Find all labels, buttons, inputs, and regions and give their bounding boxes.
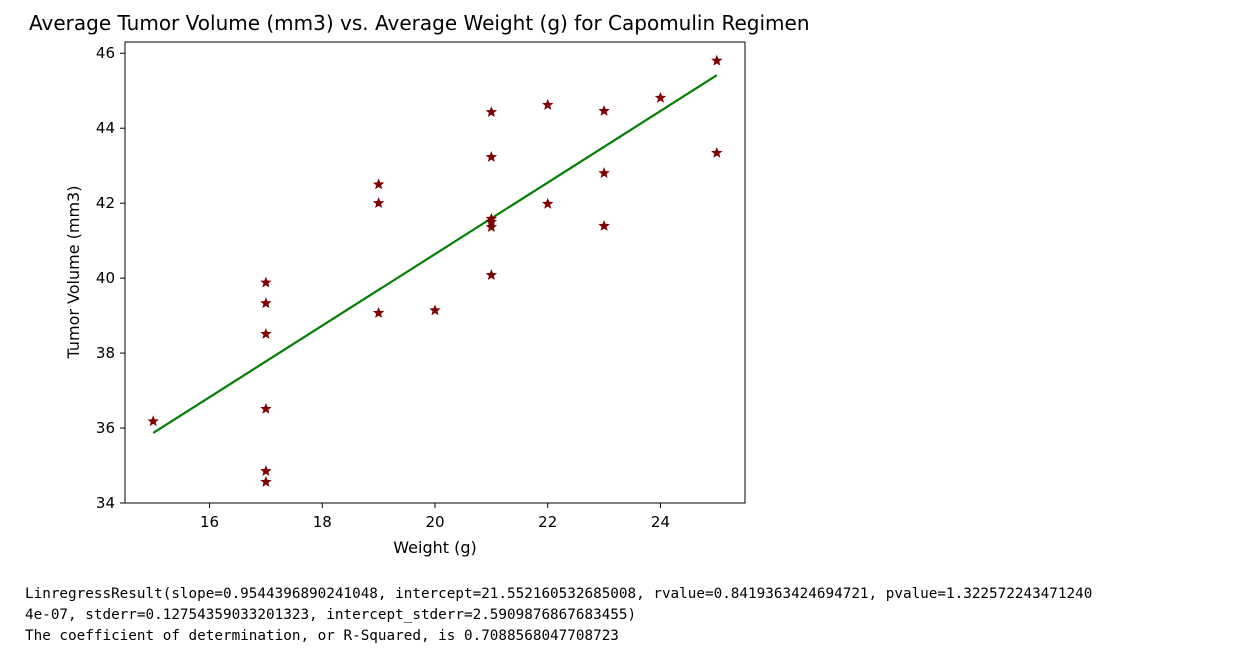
regression-output: LinregressResult(slope=0.954439689024104… <box>25 584 1092 647</box>
data-point <box>598 220 610 231</box>
x-tick-label: 20 <box>425 513 444 531</box>
data-point <box>711 146 723 158</box>
y-tick-label: 36 <box>96 419 115 437</box>
x-tick-label: 22 <box>538 513 557 531</box>
data-point <box>485 151 498 162</box>
data-point <box>711 54 723 66</box>
data-point <box>260 476 272 487</box>
data-point <box>260 276 272 288</box>
data-point <box>485 106 498 117</box>
data-point <box>542 197 554 209</box>
data-point <box>372 197 385 209</box>
axis-ticks: 16 18 20 22 24 34 36 38 40 42 44 46 <box>96 44 670 531</box>
y-tick-label: 40 <box>96 269 115 287</box>
y-axis-label: Tumor Volume (mm3) <box>64 186 83 360</box>
regression-line <box>152 74 718 434</box>
data-point <box>260 297 272 309</box>
data-point <box>485 269 498 280</box>
data-point <box>260 327 272 339</box>
y-tick-label: 34 <box>96 494 115 512</box>
data-point <box>429 304 441 316</box>
x-axis-label: Weight (g) <box>393 538 476 557</box>
data-point <box>260 465 272 476</box>
data-point <box>372 178 385 190</box>
regression-line-layer <box>152 74 718 434</box>
y-tick-label: 42 <box>96 194 115 212</box>
data-point <box>654 91 667 103</box>
data-point <box>598 167 610 179</box>
data-point <box>598 104 610 116</box>
plot-area <box>124 41 746 504</box>
x-tick-label: 16 <box>200 513 219 531</box>
data-points <box>147 54 723 487</box>
y-tick-label: 44 <box>96 119 115 137</box>
r-squared-line: The coefficient of determination, or R-S… <box>25 628 619 644</box>
chart-title: Average Tumor Volume (mm3) vs. Average W… <box>29 11 810 35</box>
y-tick-label: 38 <box>96 344 115 362</box>
x-tick-label: 18 <box>313 513 332 531</box>
linregress-result-line-1: LinregressResult(slope=0.954439689024104… <box>25 586 1093 602</box>
data-point <box>542 98 554 110</box>
scatter-chart: Average Tumor Volume (mm3) vs. Average W… <box>29 11 810 557</box>
linregress-result-line-2: 4e-07, stderr=0.12754359033201323, inter… <box>25 607 637 623</box>
data-point <box>147 415 159 427</box>
y-tick-label: 46 <box>96 44 115 62</box>
data-point <box>260 402 272 414</box>
data-point <box>372 306 385 318</box>
x-tick-label: 24 <box>651 513 670 531</box>
data-point <box>485 221 498 232</box>
